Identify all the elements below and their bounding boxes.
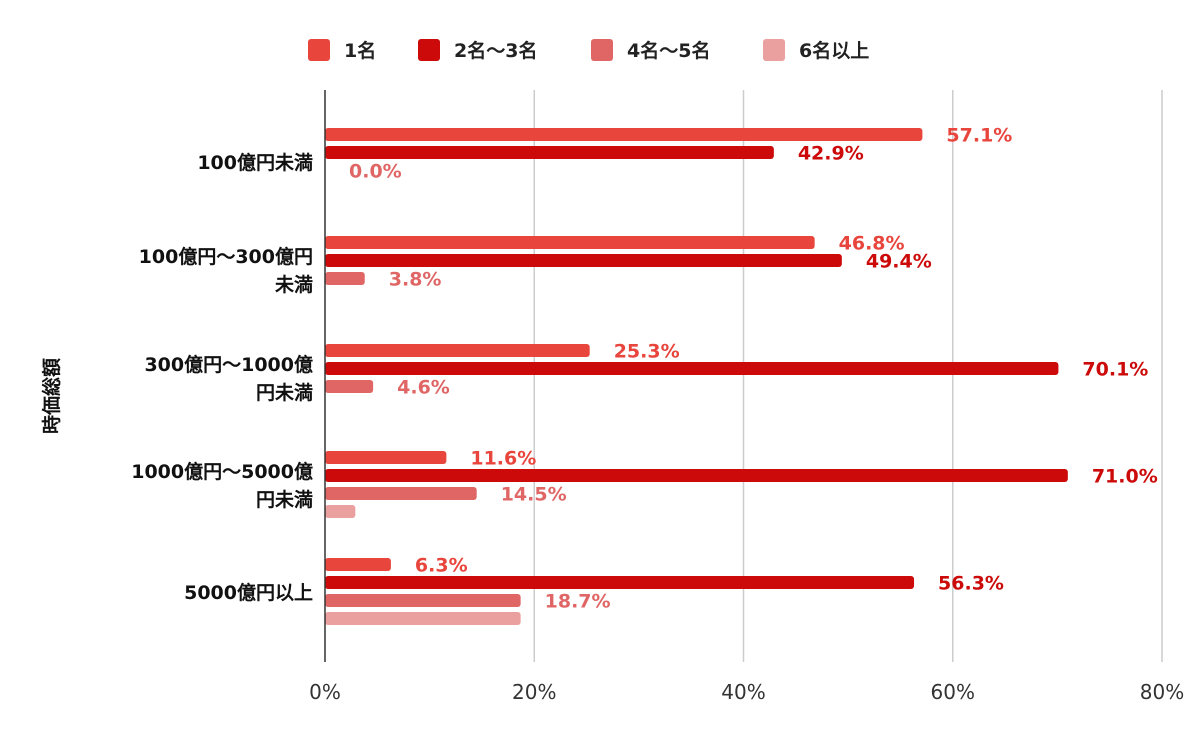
data-label: 71.0%	[1092, 466, 1158, 488]
data-label: 11.6%	[470, 448, 536, 470]
category-label: 100億円～300億円	[139, 245, 313, 268]
bar	[325, 254, 842, 267]
legend-swatch	[308, 39, 330, 61]
data-label: 42.9%	[798, 143, 864, 165]
bar	[325, 272, 365, 285]
bar	[325, 505, 356, 518]
data-label: 4.6%	[397, 377, 450, 399]
bar	[325, 236, 815, 249]
bars	[325, 128, 1068, 625]
bar	[325, 612, 521, 625]
x-tick-label: 20%	[512, 680, 556, 704]
x-tick-labels: 0% 20% 40% 60% 80%	[309, 680, 1184, 704]
data-label: 6.3%	[415, 555, 468, 577]
bar	[325, 451, 447, 464]
legend: 1名 2名～3名 4名～5名 6名以上	[308, 39, 869, 62]
data-label: 70.1%	[1082, 359, 1148, 381]
bar	[325, 362, 1059, 375]
category-label: 5000億円以上	[184, 581, 313, 604]
data-label: 14.5%	[501, 484, 567, 506]
bar	[325, 146, 774, 159]
bar	[325, 576, 915, 589]
category-label: 未満	[274, 273, 313, 296]
x-tick-label: 60%	[931, 680, 975, 704]
data-label: 18.7%	[545, 591, 611, 613]
bar	[325, 487, 477, 500]
x-tick-label: 40%	[721, 680, 765, 704]
data-labels: 57.1% 42.9% 0.0% 46.8%49.4% 3.8% 25.3% 70.1% 4.…	[349, 125, 1158, 613]
legend-swatch	[763, 39, 785, 61]
category-label: 1000億円～5000億	[131, 460, 313, 483]
category-label: 円未満	[256, 381, 313, 404]
data-label: 46.8%	[839, 233, 905, 255]
data-label: 49.4%	[866, 251, 932, 273]
legend-label: 6名以上	[799, 39, 869, 62]
bar	[325, 380, 374, 393]
legend-label: 1名	[344, 39, 376, 62]
bar	[325, 594, 521, 607]
gridlines	[533, 90, 1163, 662]
legend-swatch	[418, 39, 440, 61]
bar	[325, 558, 391, 571]
data-label: 3.8%	[389, 269, 442, 291]
data-label: 25.3%	[614, 341, 680, 363]
bar	[325, 128, 923, 141]
x-tick-label: 0%	[309, 680, 341, 704]
legend-swatch	[591, 39, 613, 61]
category-label: 300億円～1000億	[144, 353, 313, 376]
legend-label: 2名～3名	[454, 39, 537, 62]
x-tick-label: 80%	[1140, 680, 1184, 704]
data-label: 0.0%	[349, 161, 402, 183]
data-label: 57.1%	[946, 125, 1012, 147]
data-label: 56.3%	[938, 573, 1004, 595]
y-axis-title: 時価総額	[40, 358, 63, 434]
category-label: 100億円未満	[197, 151, 313, 174]
bar	[325, 469, 1068, 482]
bar	[325, 344, 590, 357]
category-label: 円未満	[256, 488, 313, 511]
legend-label: 4名～5名	[627, 39, 710, 62]
